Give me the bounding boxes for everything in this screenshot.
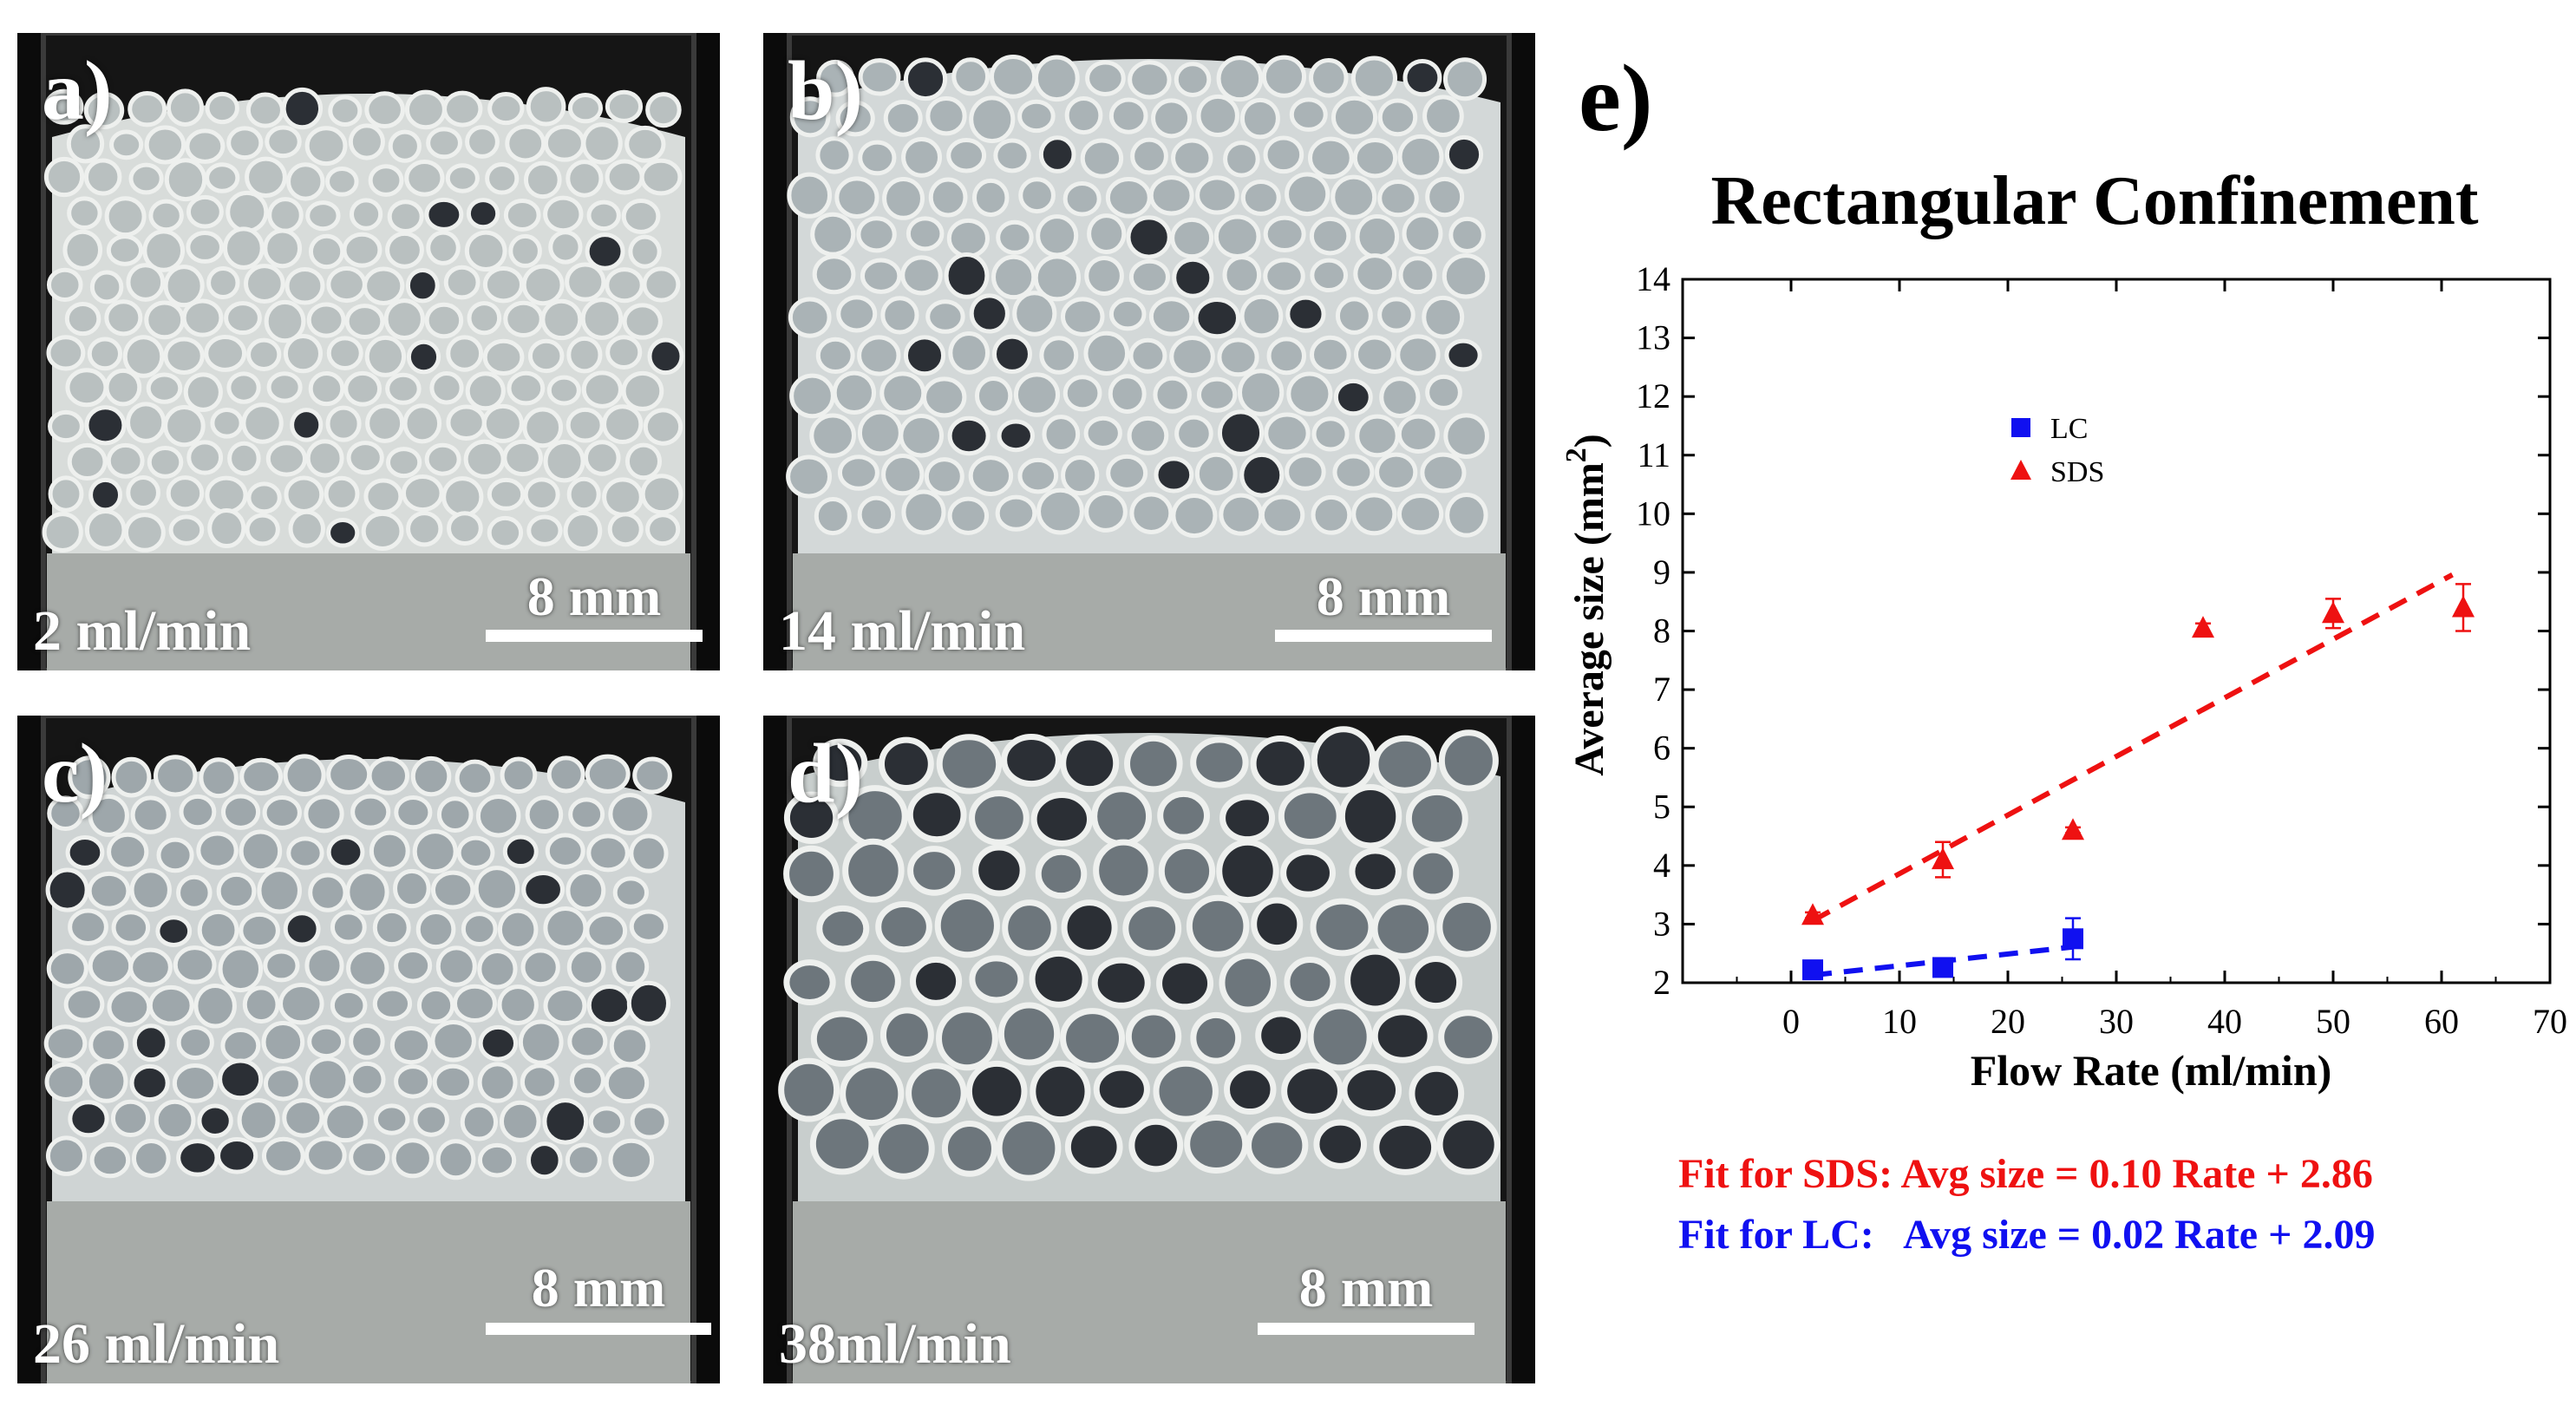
x-tick-label: 30: [2099, 1002, 2134, 1041]
y-tick-label: 3: [1653, 904, 1670, 943]
y-tick-label: 4: [1653, 846, 1670, 885]
fit-line-sds: [1811, 572, 2454, 924]
scale-bar-a: [486, 630, 703, 642]
y-tick-label: 14: [1636, 259, 1670, 298]
y-axis-label-close: ): [1566, 434, 1612, 448]
legend-label-lc: LC: [2050, 413, 2088, 445]
flow-rate-label-c: 26 ml/min: [33, 1312, 280, 1376]
photo-panel-c: c) 26 ml/min 8 mm: [17, 716, 720, 1383]
x-tick-label: 50: [2316, 1002, 2350, 1041]
flow-rate-label-d: 38ml/min: [779, 1312, 1011, 1376]
data-point-sds: [1932, 847, 1954, 870]
y-axis-label: Average size (mm2): [1560, 434, 1612, 776]
foam-photo-c: [17, 716, 720, 1383]
legend-label-sds: SDS: [2050, 456, 2104, 488]
y-tick-label: 11: [1637, 435, 1670, 474]
x-tick-label: 20: [1991, 1002, 2025, 1041]
scale-bar-b: [1275, 630, 1492, 642]
photo-panel-a: a) 2 ml/min 8 mm: [17, 33, 720, 670]
legend-marker-sds: [2010, 460, 2031, 480]
panel-letter-a: a): [42, 44, 113, 138]
x-axis-label: Flow Rate (ml/min): [1971, 1046, 2332, 1095]
data-point-sds: [2452, 595, 2475, 618]
data-point-sds: [1801, 903, 1824, 925]
y-tick-label: 6: [1653, 729, 1670, 768]
data-point-lc: [2063, 928, 2083, 950]
data-point-lc: [1932, 957, 1953, 978]
data-point-sds: [2062, 818, 2084, 840]
x-tick-label: 70: [2533, 1002, 2567, 1041]
fit-equation-lc: Fit for LC: Avg size = 0.02 Rate + 2.09: [1678, 1212, 2376, 1258]
foam-scene: [763, 33, 1535, 670]
photo-panel-b: b) 14 ml/min 8 mm: [763, 33, 1535, 670]
chart-e: e) Rectangular Confinement 0 10 20 30 40 50 60 70…: [1560, 45, 2567, 1095]
liquid-region: [793, 1201, 1506, 1383]
flow-rate-label-b: 14 ml/min: [779, 599, 1026, 663]
data-point-lc: [1802, 959, 1823, 981]
y-tick-label: 13: [1636, 318, 1670, 357]
x-tick-label: 40: [2207, 1002, 2242, 1041]
data-point-sds: [2192, 616, 2214, 638]
y-tick-label: 2: [1653, 963, 1670, 1002]
foam-photo-d: [763, 716, 1535, 1383]
y-axis-label-main: Average size (mm: [1566, 462, 1612, 776]
scale-text-a: 8 mm: [526, 566, 662, 627]
y-tick-label: 8: [1653, 611, 1670, 651]
plot-frame: [1681, 278, 2552, 984]
y-tick-label: 12: [1636, 376, 1670, 415]
photo-panel-d: d) 38ml/min 8 mm: [763, 716, 1535, 1383]
scale-text-b: 8 mm: [1316, 566, 1451, 627]
x-tick-label: 60: [2424, 1002, 2459, 1041]
y-axis-label-sup: 2: [1560, 448, 1592, 462]
liquid-region: [47, 1201, 690, 1383]
panel-letter-b: b): [788, 44, 864, 138]
legend-marker-lc: [2011, 418, 2030, 437]
liquid-region: [793, 553, 1506, 670]
flow-rate-label-a: 2 ml/min: [33, 599, 252, 663]
scale-bar-c: [486, 1323, 711, 1335]
panel-letter-e: e): [1579, 45, 1652, 151]
y-tick-label: 10: [1636, 494, 1670, 533]
foam-scene: [763, 716, 1535, 1383]
foam-scene: [17, 716, 720, 1383]
y-tick-label: 5: [1653, 787, 1670, 826]
data-point-sds: [2322, 601, 2344, 624]
fit-equation-sds: Fit for SDS: Avg size = 0.10 Rate + 2.86: [1678, 1151, 2373, 1197]
scale-text-d: 8 mm: [1298, 1257, 1434, 1318]
liquid-region: [47, 553, 690, 670]
scale-text-c: 8 mm: [531, 1257, 666, 1318]
x-tick-label: 10: [1882, 1002, 1917, 1041]
y-tick-label: 9: [1653, 553, 1670, 592]
chart-title: Rectangular Confinement: [1710, 163, 2478, 239]
foam-photo-a: [17, 33, 720, 670]
panel-letter-d: d): [788, 727, 864, 821]
scale-bar-d: [1258, 1323, 1474, 1335]
y-tick-label: 7: [1653, 670, 1670, 709]
foam-scene: [17, 33, 720, 670]
panel-letter-c: c): [42, 727, 108, 821]
foam-photo-b: [763, 33, 1535, 670]
x-tick-label: 0: [1782, 1002, 1800, 1041]
